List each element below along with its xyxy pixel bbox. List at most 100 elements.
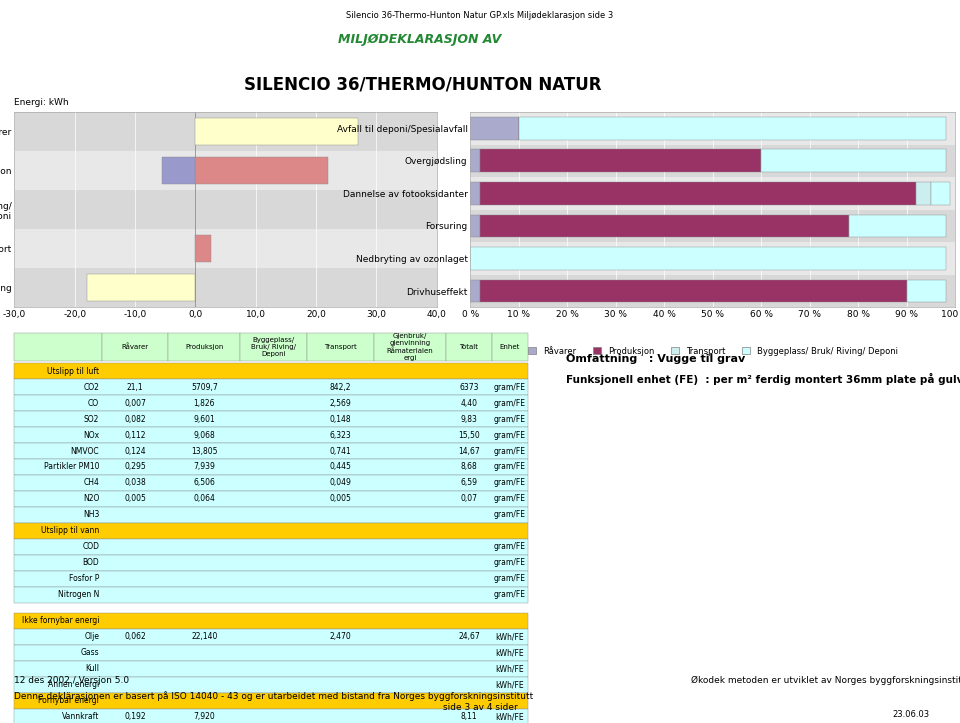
Text: 0,049: 0,049 bbox=[329, 479, 351, 487]
Text: SO2: SO2 bbox=[84, 414, 99, 424]
Bar bbox=[470, 210, 955, 242]
Text: 13,805: 13,805 bbox=[191, 447, 218, 455]
Text: Produksjon: Produksjon bbox=[185, 344, 224, 350]
Text: 7,920: 7,920 bbox=[194, 712, 215, 722]
Bar bbox=[480, 280, 906, 302]
Text: Råvarer: Råvarer bbox=[122, 343, 149, 351]
Bar bbox=[480, 182, 917, 205]
Text: 0,192: 0,192 bbox=[124, 712, 146, 722]
Text: Fornybar energi: Fornybar energi bbox=[38, 696, 99, 705]
Text: COD: COD bbox=[83, 542, 99, 552]
Bar bbox=[14, 333, 102, 362]
Text: Enhet: Enhet bbox=[500, 344, 520, 350]
Bar bbox=[14, 443, 528, 459]
Bar bbox=[14, 613, 528, 629]
Text: CO: CO bbox=[88, 398, 99, 408]
Text: gram/FE: gram/FE bbox=[494, 479, 526, 487]
Text: NH3: NH3 bbox=[83, 510, 99, 519]
Text: gram/FE: gram/FE bbox=[494, 430, 526, 440]
Text: gram/FE: gram/FE bbox=[494, 590, 526, 599]
Text: gram/FE: gram/FE bbox=[494, 558, 526, 568]
Bar bbox=[307, 333, 373, 362]
Bar bbox=[470, 117, 518, 140]
Bar bbox=[14, 539, 528, 555]
Bar bbox=[14, 693, 528, 709]
Bar bbox=[14, 677, 528, 693]
Text: CH4: CH4 bbox=[84, 479, 99, 487]
Text: 0,124: 0,124 bbox=[124, 447, 146, 455]
Bar bbox=[14, 661, 528, 677]
Bar bbox=[162, 157, 196, 184]
Bar bbox=[470, 182, 480, 205]
Text: 0,445: 0,445 bbox=[329, 463, 351, 471]
Text: Omfattning   : Vugge til grav: Omfattning : Vugge til grav bbox=[566, 354, 746, 364]
Bar bbox=[470, 150, 480, 172]
Bar bbox=[14, 229, 437, 268]
Text: Ikke fornybar energi: Ikke fornybar energi bbox=[22, 617, 99, 625]
Text: 12 des 2002 / Versjon 5.0: 12 des 2002 / Versjon 5.0 bbox=[14, 676, 130, 685]
Text: 842,2: 842,2 bbox=[330, 382, 351, 392]
Bar bbox=[86, 274, 196, 301]
Bar bbox=[14, 555, 528, 570]
Text: NOx: NOx bbox=[83, 430, 99, 440]
Text: Silencio 36-Thermo-Hunton Natur GP.xls Miljødeklarasjon side 3: Silencio 36-Thermo-Hunton Natur GP.xls M… bbox=[347, 11, 613, 20]
Bar bbox=[470, 280, 480, 302]
Text: gram/FE: gram/FE bbox=[494, 414, 526, 424]
Text: Nitrogen N: Nitrogen N bbox=[58, 590, 99, 599]
Bar bbox=[14, 268, 437, 307]
Bar bbox=[373, 333, 445, 362]
Bar bbox=[14, 459, 528, 475]
Bar bbox=[14, 395, 528, 411]
Text: Energi: kWh: Energi: kWh bbox=[14, 98, 69, 107]
Text: gram/FE: gram/FE bbox=[494, 398, 526, 408]
Text: Olje: Olje bbox=[84, 633, 99, 641]
Text: Transport: Transport bbox=[324, 344, 357, 350]
Text: 6,323: 6,323 bbox=[329, 430, 351, 440]
Text: 9,068: 9,068 bbox=[194, 430, 215, 440]
Text: kWh/FE: kWh/FE bbox=[495, 649, 524, 657]
Bar bbox=[470, 145, 955, 177]
Text: gram/FE: gram/FE bbox=[494, 495, 526, 503]
Text: 0,007: 0,007 bbox=[124, 398, 146, 408]
Bar bbox=[14, 190, 437, 229]
Legend: Elektrisk, Fossil, Bioenergi: Elektrisk, Fossil, Bioenergi bbox=[127, 347, 324, 356]
Text: 23.06.03: 23.06.03 bbox=[893, 710, 930, 719]
Text: kWh/FE: kWh/FE bbox=[495, 664, 524, 673]
Bar bbox=[917, 182, 931, 205]
Text: 0,038: 0,038 bbox=[124, 479, 146, 487]
Bar bbox=[480, 150, 761, 172]
Bar bbox=[470, 247, 946, 270]
Text: 2,569: 2,569 bbox=[329, 398, 351, 408]
Bar bbox=[14, 151, 437, 190]
Bar bbox=[240, 333, 307, 362]
Bar bbox=[14, 379, 528, 395]
Text: 7,939: 7,939 bbox=[194, 463, 215, 471]
Text: Økodek metoden er utviklet av Norges byggforskningsinstitutt: Økodek metoden er utviklet av Norges byg… bbox=[691, 676, 960, 685]
Text: Gass: Gass bbox=[81, 649, 99, 657]
Bar bbox=[196, 235, 210, 262]
Text: 0,005: 0,005 bbox=[124, 495, 146, 503]
Text: Annen energi: Annen energi bbox=[48, 680, 99, 689]
Text: 6373: 6373 bbox=[459, 382, 479, 392]
Text: gram/FE: gram/FE bbox=[494, 542, 526, 552]
Text: SILENCIO 36/THERMO/HUNTON NATUR: SILENCIO 36/THERMO/HUNTON NATUR bbox=[244, 76, 601, 94]
Text: gram/FE: gram/FE bbox=[494, 447, 526, 455]
Text: CO2: CO2 bbox=[84, 382, 99, 392]
Text: Kull: Kull bbox=[85, 664, 99, 673]
Text: MILJØDEKLARASJON AV: MILJØDEKLARASJON AV bbox=[338, 33, 502, 46]
Text: 0,064: 0,064 bbox=[194, 495, 215, 503]
Text: 0,07: 0,07 bbox=[461, 495, 477, 503]
Bar bbox=[14, 629, 528, 645]
Text: Vannkraft: Vannkraft bbox=[61, 712, 99, 722]
Bar bbox=[761, 150, 946, 172]
Text: 9,83: 9,83 bbox=[461, 414, 477, 424]
Bar bbox=[445, 333, 492, 362]
Text: 0,082: 0,082 bbox=[124, 414, 146, 424]
Text: Partikler PM10: Partikler PM10 bbox=[43, 463, 99, 471]
Text: gram/FE: gram/FE bbox=[494, 574, 526, 583]
Text: 8,68: 8,68 bbox=[461, 463, 477, 471]
Bar bbox=[14, 507, 528, 523]
Bar bbox=[470, 215, 480, 237]
Bar bbox=[849, 215, 946, 237]
Text: 2,470: 2,470 bbox=[329, 633, 351, 641]
